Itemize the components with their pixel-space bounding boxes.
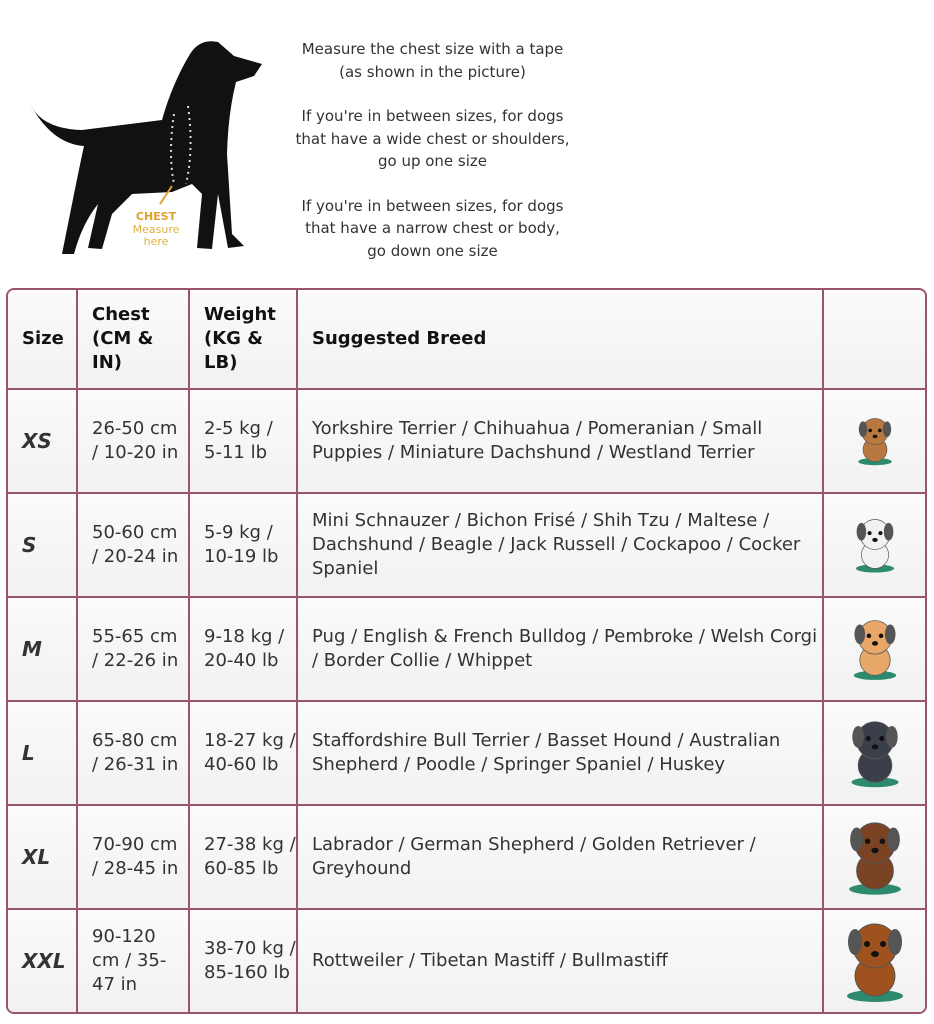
- dog-image-cell: [824, 702, 925, 806]
- instruction-line: (as shown in the picture): [339, 62, 526, 81]
- table-row: M 55-65 cm / 22-26 in 9-18 kg / 20-40 lb Pu…: [8, 598, 925, 702]
- table-row: XS 26-50 cm / 10-20 in 2-5 kg / 5-11 lb Yor…: [8, 390, 925, 494]
- chest-cell: 70-90 cm / 28-45 in: [78, 806, 190, 910]
- instruction-line: go up one size: [377, 152, 488, 170]
- instruction-paragraph: If you're in between sizes, for dogs that…: [260, 195, 605, 263]
- measuring-instructions: Measure the chest size with a tape (as sh…: [260, 38, 605, 284]
- breed-cell: Rottweiler / Tibetan Mastiff / Bullmasti…: [298, 910, 824, 1012]
- instruction-paragraph: Measure the chest size with a tape (as sh…: [260, 38, 605, 83]
- dog-image-cell: [824, 598, 925, 702]
- chest-label: CHEST: [136, 210, 177, 223]
- maltese-dog-icon: [855, 519, 894, 573]
- table-row: L 65-80 cm / 26-31 in 18-27 kg / 40-60 lb S…: [8, 702, 925, 806]
- weight-cell: 18-27 kg / 40-60 lb: [190, 702, 298, 806]
- husky-dog-icon: [850, 721, 899, 788]
- breed-cell: Pug / English & French Bulldog / Pembrok…: [298, 598, 824, 702]
- instruction-line: that have a wide chest or shoulders,: [295, 129, 570, 148]
- saint-bernard-dog-icon: [846, 923, 903, 1002]
- labrador-dog-icon: [848, 822, 901, 895]
- measure-label: Measure: [133, 223, 180, 236]
- dog-silhouette-icon: CHEST Measure here: [30, 41, 262, 255]
- header-size: Size: [8, 290, 78, 390]
- breed-cell: Labrador / German Shepherd / Golden Retr…: [298, 806, 824, 910]
- dog-image-cell: [824, 910, 925, 1012]
- instruction-line: go down one size: [367, 241, 498, 260]
- here-label: here: [144, 235, 169, 248]
- weight-cell: 2-5 kg / 5-11 lb: [190, 390, 298, 494]
- size-cell: L: [8, 702, 78, 806]
- weight-cell: 27-38 kg / 60-85 lb: [190, 806, 298, 910]
- breed-cell: Mini Schnauzer / Bichon Frisé / Shih Tzu…: [298, 494, 824, 598]
- header-image: [824, 290, 925, 390]
- chest-cell: 26-50 cm / 10-20 in: [78, 390, 190, 494]
- dog-image-cell: [824, 390, 925, 494]
- chest-cell: 90-120 cm / 35-47 in: [78, 910, 190, 1012]
- size-cell: XXL: [8, 910, 78, 1012]
- header-chest: Chest (CM & IN): [78, 290, 190, 390]
- breed-cell: Yorkshire Terrier / Chihuahua / Pomerani…: [298, 390, 824, 494]
- header-weight: Weight (KG & LB): [190, 290, 298, 390]
- dog-image-cell: [824, 494, 925, 598]
- instruction-line: If you're in between sizes, for dogs: [301, 196, 564, 215]
- instruction-paragraph: If you're in between sizes, for dogs that…: [260, 105, 605, 173]
- weight-cell: 9-18 kg / 20-40 lb: [190, 598, 298, 702]
- size-cell: M: [8, 598, 78, 702]
- pug-dog-icon: [853, 620, 896, 680]
- size-chart-table: Size Chest (CM & IN) Weight (KG & LB) Su…: [6, 288, 927, 1014]
- chest-cell: 65-80 cm / 26-31 in: [78, 702, 190, 806]
- table-row: S 50-60 cm / 20-24 in 5-9 kg / 10-19 lb Min…: [8, 494, 925, 598]
- table-row: XXL 90-120 cm / 35-47 in 38-70 kg / 85-160…: [8, 910, 925, 1012]
- instruction-line: Measure the chest size with a tape: [301, 40, 564, 58]
- breed-cell: Staffordshire Bull Terrier / Basset Houn…: [298, 702, 824, 806]
- instruction-line: If you're in between sizes, for dogs: [301, 107, 564, 125]
- header-breed: Suggested Breed: [298, 290, 824, 390]
- dog-image-cell: [824, 806, 925, 910]
- instruction-line: that have a narrow chest or body,: [305, 219, 560, 237]
- size-cell: XL: [8, 806, 78, 910]
- table-header-row: Size Chest (CM & IN) Weight (KG & LB) Su…: [8, 290, 925, 390]
- weight-cell: 38-70 kg / 85-160 lb: [190, 910, 298, 1012]
- chest-cell: 50-60 cm / 20-24 in: [78, 494, 190, 598]
- size-cell: S: [8, 494, 78, 598]
- yorkie-dog-icon: [857, 418, 892, 466]
- chest-cell: 55-65 cm / 22-26 in: [78, 598, 190, 702]
- table-row: XL 70-90 cm / 28-45 in 27-38 kg / 60-85 lb…: [8, 806, 925, 910]
- size-cell: XS: [8, 390, 78, 494]
- header-section: CHEST Measure here Measure the chest siz…: [0, 0, 934, 285]
- weight-cell: 5-9 kg / 10-19 lb: [190, 494, 298, 598]
